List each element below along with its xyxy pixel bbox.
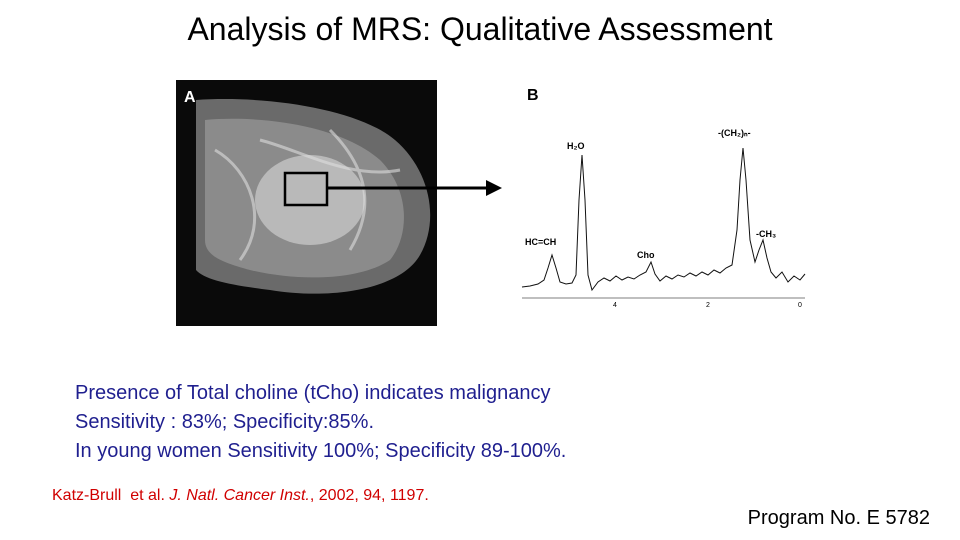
- peak-label: Cho: [637, 250, 655, 260]
- spectrum: B HC=CH H₂O Cho -(CH₂)ₙ- -CH₃ 4 2 0: [521, 87, 806, 309]
- mri-image: A: [176, 80, 437, 326]
- slide-title: Analysis of MRS: Qualitative Assessment: [187, 11, 772, 47]
- bullet-text: In young women Sensitivity 100%; Specifi…: [75, 440, 566, 462]
- citation-authors: Katz-Brull et al.: [52, 487, 169, 504]
- bullet-text: Presence of Total choline (tCho) indicat…: [75, 382, 550, 404]
- peak-label: H₂O: [567, 141, 585, 151]
- bullet-text: Sensitivity : 83%; Specificity:85%.: [75, 411, 374, 433]
- lesion: [255, 155, 365, 245]
- panel-label: B: [527, 87, 539, 104]
- citation-details: , 2002, 94, 1197.: [310, 487, 429, 504]
- ppm-tick: 4: [613, 302, 617, 309]
- citation-journal: J. Natl. Cancer Inst.: [168, 487, 310, 504]
- spectrum-trace: [521, 147, 806, 292]
- citation: Katz-Brull et al. J. Natl. Cancer Inst.,…: [52, 487, 429, 504]
- arrow-head: [486, 180, 502, 196]
- ppm-tick: 0: [798, 302, 802, 309]
- peak-label: -CH₃: [756, 229, 776, 239]
- program-number: Program No. E 5782: [748, 507, 930, 529]
- peak-label: HC=CH: [525, 237, 556, 247]
- ppm-tick: 2: [706, 302, 710, 309]
- fibroglandular-strands: [214, 128, 401, 261]
- panel-label: A: [184, 89, 196, 106]
- peak-label: -(CH₂)ₙ-: [718, 128, 751, 138]
